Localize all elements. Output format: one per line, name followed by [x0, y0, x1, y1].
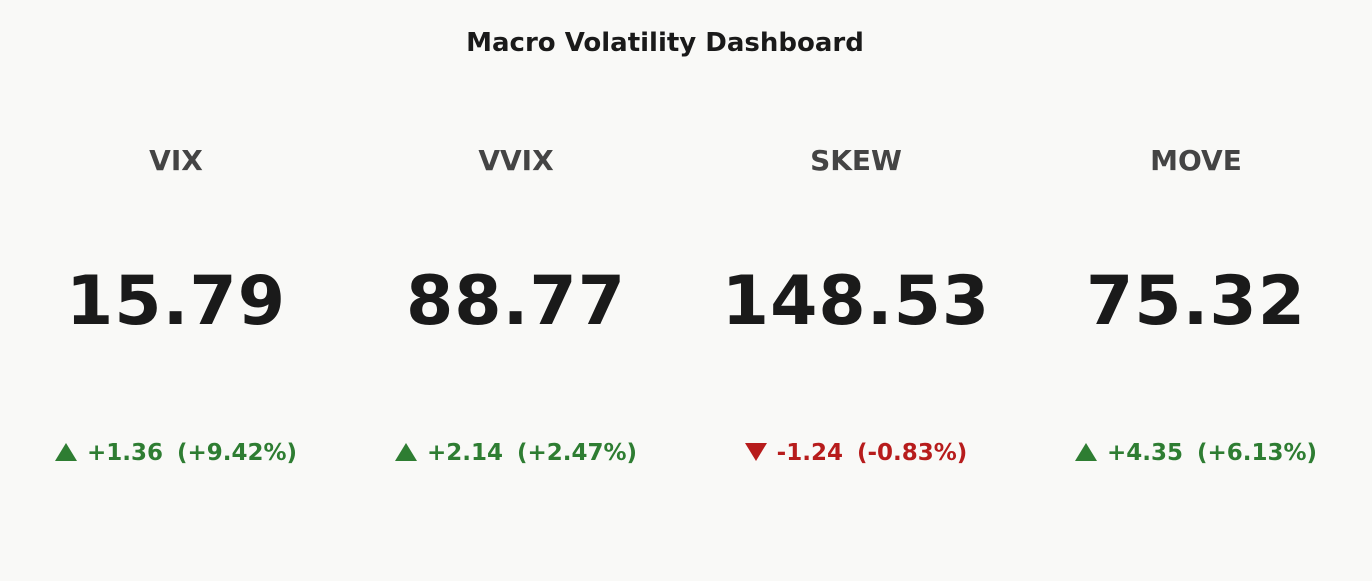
arrow-shape	[394, 443, 417, 461]
kpi-change: -1.24 (-0.83%)	[686, 440, 1026, 466]
change-amount: +2.14	[426, 440, 503, 466]
arrow-shape	[744, 443, 767, 461]
direction-arrow	[394, 443, 417, 461]
kpi-value: 15.79	[65, 262, 287, 341]
arrow-shape	[54, 443, 77, 461]
change-percent: (-0.83%)	[856, 440, 968, 466]
kpi-label: VIX	[149, 144, 203, 177]
change-percent: (+6.13%)	[1196, 440, 1318, 466]
arrow-shape	[1074, 443, 1097, 461]
direction-arrow	[54, 443, 77, 461]
change-amount: +4.35	[1106, 440, 1183, 466]
direction-arrow	[744, 443, 767, 461]
kpi-change: +2.14 (+2.47%)	[346, 440, 686, 466]
kpi-tile: VIX 15.79 +1.36 (+9.42%)	[6, 0, 346, 581]
kpi-value: 88.77	[405, 262, 627, 341]
change-percent: (+2.47%)	[516, 440, 638, 466]
kpi-value: 148.53	[721, 262, 991, 341]
kpi-label: VVIX	[478, 144, 554, 177]
kpi-change: +1.36 (+9.42%)	[6, 440, 346, 466]
kpi-tile: VVIX 88.77 +2.14 (+2.47%)	[346, 0, 686, 581]
change-amount: -1.24	[776, 440, 843, 466]
kpi-label: MOVE	[1150, 144, 1242, 177]
kpi-change: +4.35 (+6.13%)	[1026, 440, 1366, 466]
change-amount: +1.36	[86, 440, 163, 466]
kpi-tile: MOVE 75.32 +4.35 (+6.13%)	[1026, 0, 1366, 581]
kpi-tile: SKEW 148.53 -1.24 (-0.83%)	[686, 0, 1026, 581]
kpi-label: SKEW	[810, 144, 902, 177]
kpi-value: 75.32	[1085, 262, 1307, 341]
change-percent: (+9.42%)	[176, 440, 298, 466]
dashboard-title: Macro Volatility Dashboard	[466, 28, 864, 58]
direction-arrow	[1074, 443, 1097, 461]
